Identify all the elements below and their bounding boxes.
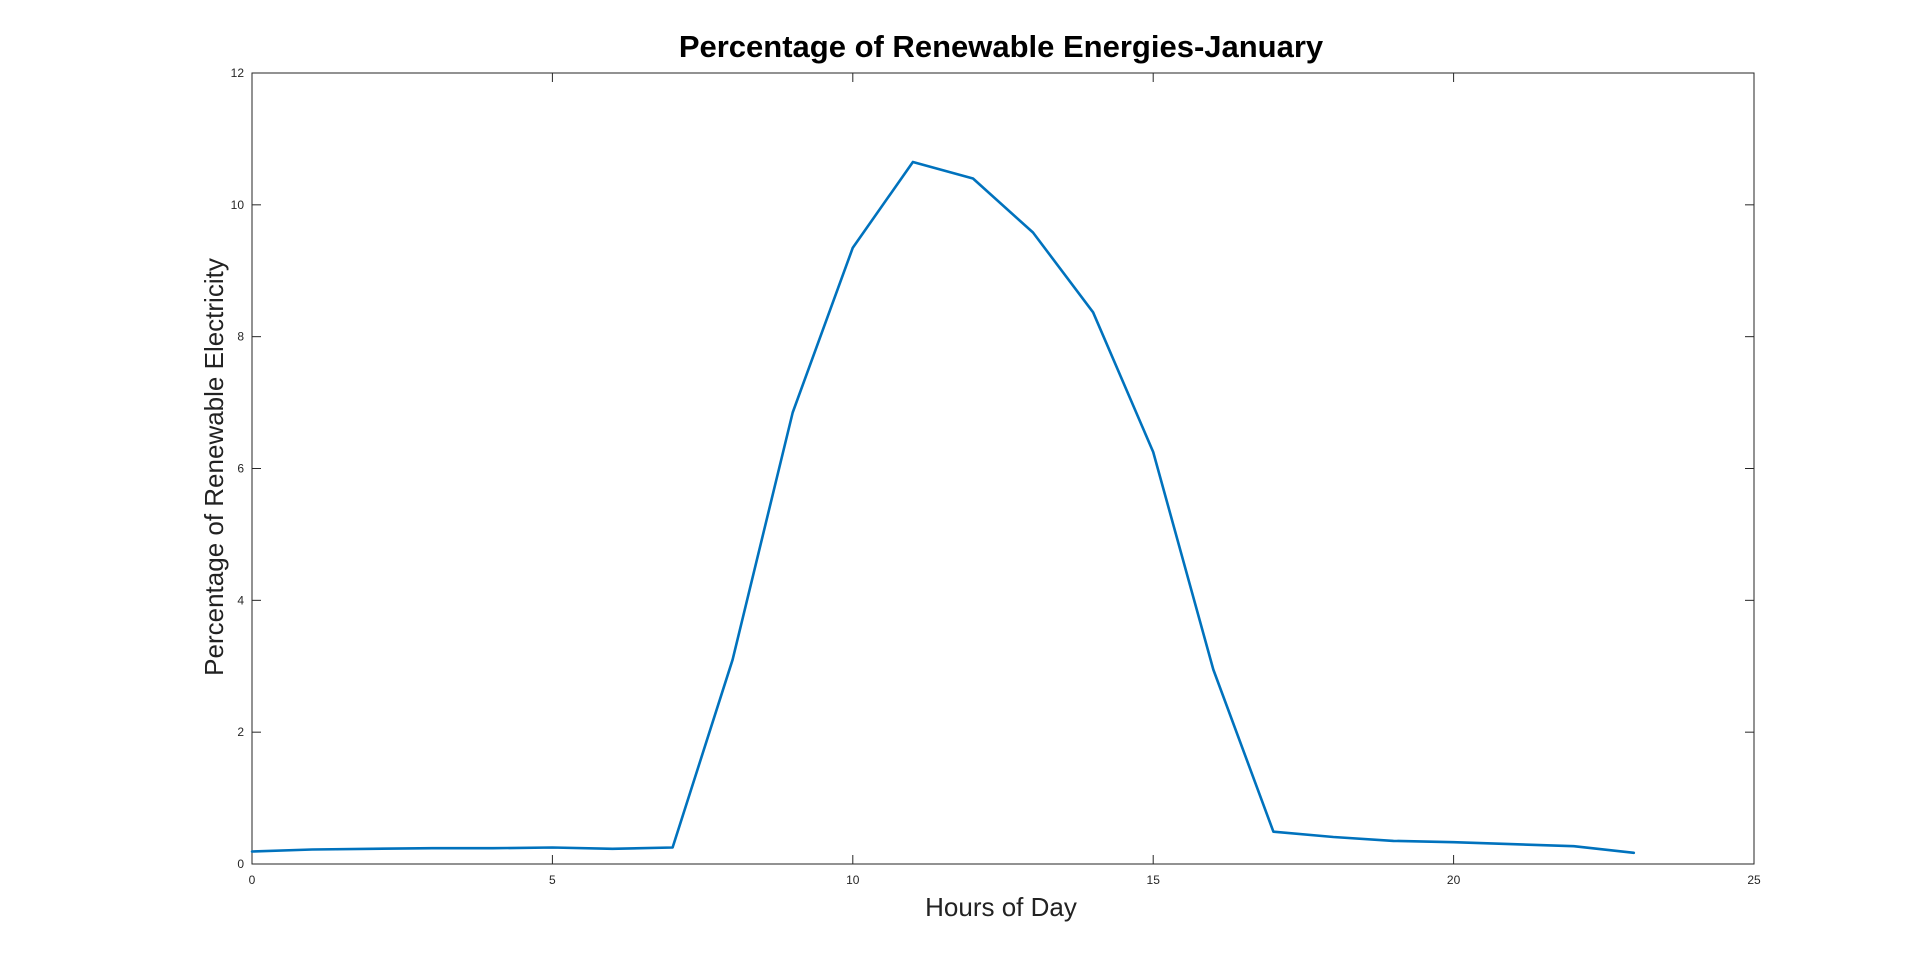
- axes-box: [251, 72, 1755, 865]
- x-tick-label: 10: [846, 873, 860, 887]
- y-tick-label: 6: [237, 462, 244, 476]
- y-tick-label: 8: [237, 330, 244, 344]
- x-tick-label: 25: [1747, 873, 1761, 887]
- y-tick-label: 2: [237, 725, 244, 739]
- y-tick-label: 10: [231, 198, 245, 212]
- y-tick-label: 12: [231, 66, 245, 80]
- y-tick-label: 0: [237, 857, 244, 871]
- x-axis-label: Hours of Day: [925, 892, 1077, 922]
- series-line: [250, 160, 1636, 855]
- x-tick-label: 0: [249, 873, 256, 887]
- y-tick-label: 4: [237, 593, 244, 607]
- plot-area: 0 5 10 15 20 25 0 2 4 6 8 10 12: [231, 66, 1761, 887]
- x-tick-label: 15: [1147, 873, 1161, 887]
- y-axis-label: Percentage of Renewable Electricity: [199, 258, 229, 676]
- x-tick-label: 5: [549, 873, 556, 887]
- chart-title: Percentage of Renewable Energies-January: [679, 29, 1324, 64]
- x-tick-label: 20: [1447, 873, 1461, 887]
